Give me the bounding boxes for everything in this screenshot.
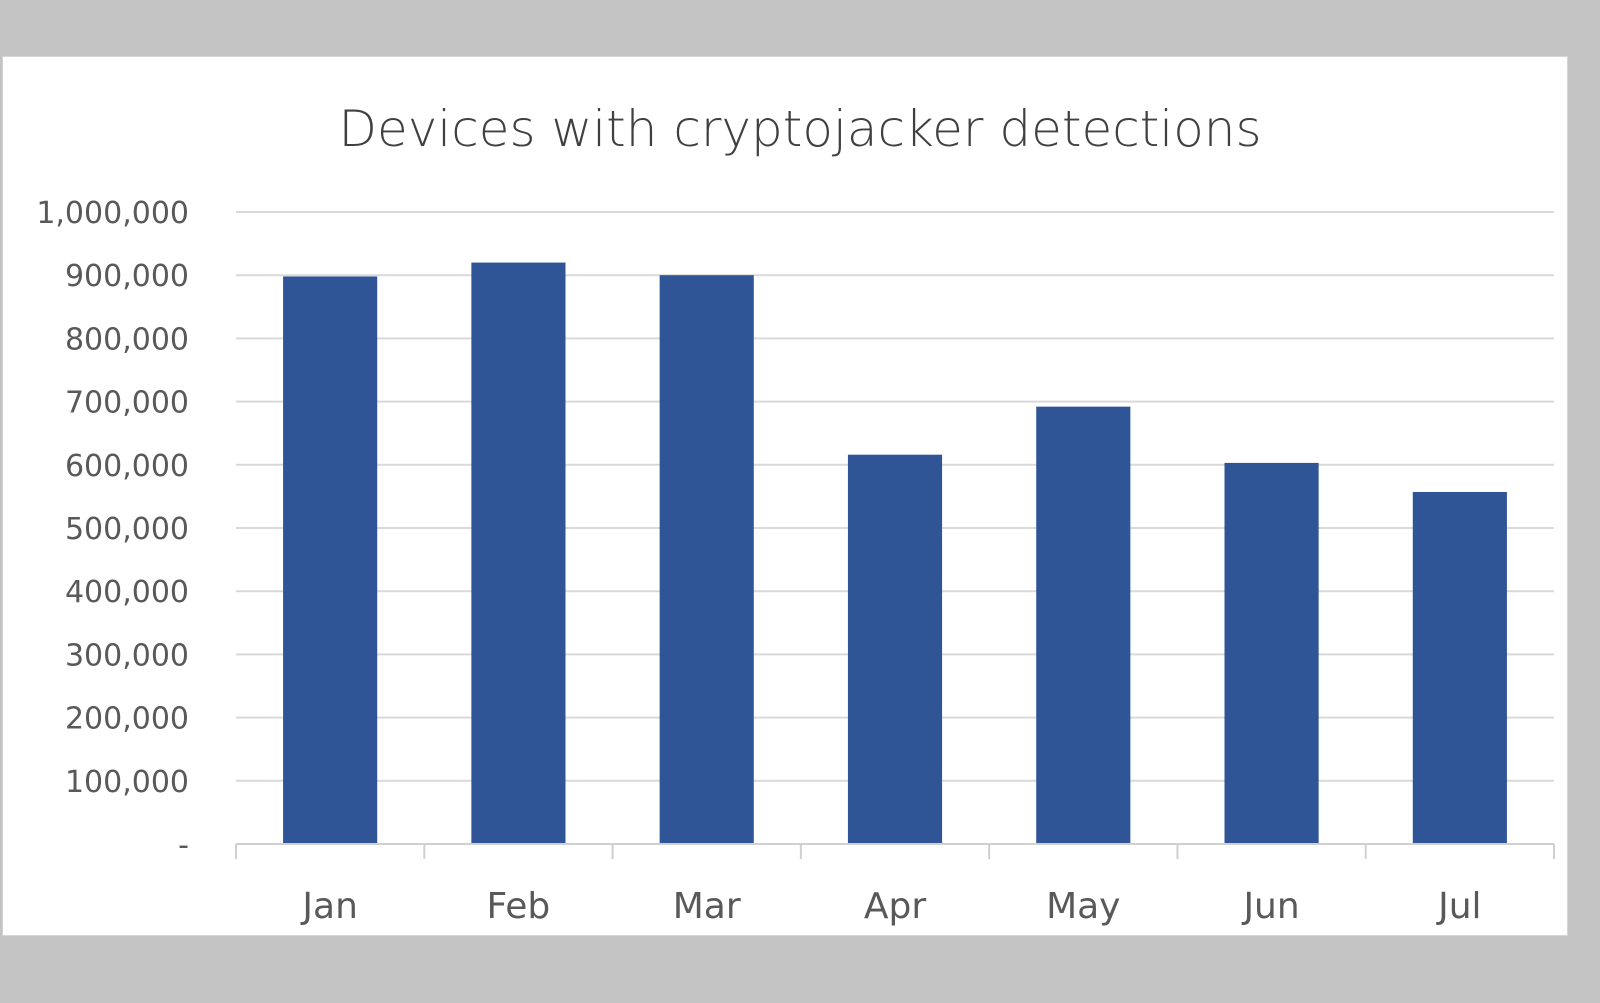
x-tick-label: Jan <box>300 886 358 927</box>
chart-title: Devices with cryptojacker detections <box>338 100 1261 158</box>
y-tick-label: 200,000 <box>65 702 189 737</box>
y-tick-label: 500,000 <box>65 512 189 547</box>
bar-may <box>1036 406 1131 844</box>
gridlines <box>236 211 1554 782</box>
bar-jan <box>283 276 378 844</box>
y-tick-label: 600,000 <box>65 449 189 484</box>
y-tick-label: 800,000 <box>65 322 189 357</box>
bars <box>283 262 1507 844</box>
y-tick-label: 900,000 <box>65 259 189 294</box>
x-tick-label: Jun <box>1241 886 1299 927</box>
x-tick-label: Mar <box>673 886 741 927</box>
y-tick-label: 100,000 <box>65 765 189 800</box>
x-axis <box>235 843 1555 859</box>
bar-jun <box>1224 462 1319 844</box>
bar-mar <box>659 275 754 844</box>
bar-apr <box>847 454 943 844</box>
y-tick-label: - <box>178 828 189 863</box>
y-tick-label: 300,000 <box>65 638 189 673</box>
x-tick-label: Jul <box>1436 886 1481 927</box>
x-axis-tick-labels: Jan Feb Mar Apr May Jun Jul <box>300 886 1481 927</box>
x-tick-label: Apr <box>864 886 926 927</box>
x-tick-label: Feb <box>487 886 551 927</box>
y-axis-tick-labels: - 100,000 200,000 300,000 400,000 500,000 600,… <box>36 196 189 863</box>
x-tick-label: May <box>1046 886 1120 927</box>
y-tick-label: 400,000 <box>65 575 189 610</box>
bar-jul <box>1412 491 1507 844</box>
y-tick-label: 700,000 <box>65 386 189 421</box>
y-tick-label: 1,000,000 <box>36 196 189 231</box>
bar-feb <box>471 262 566 844</box>
